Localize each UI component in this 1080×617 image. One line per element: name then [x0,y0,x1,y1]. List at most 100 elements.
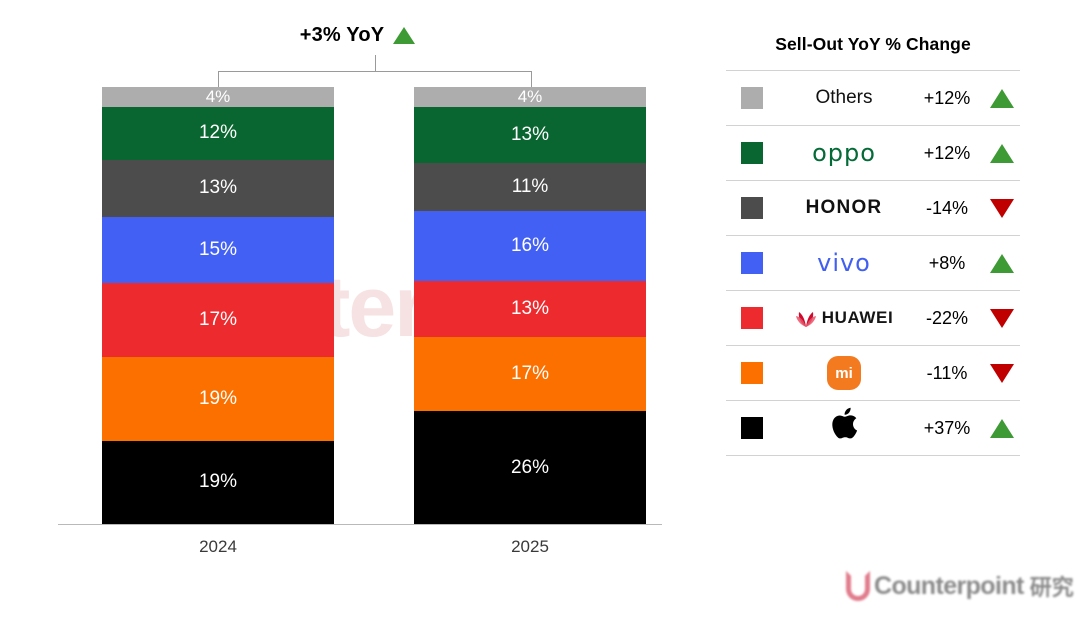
honor-logo: HONOR [805,197,883,218]
bar-segment-oppo: 12% [102,107,334,160]
yoy-bracket-connector [218,55,532,87]
vivo-logo: vivo [817,249,871,277]
legend-brand-vivo: vivo [778,236,910,290]
legend-direction-arrow [984,198,1020,218]
oppo-logo: oppo [812,139,876,167]
legend-rows: Others +12% oppo +12% HONOR -14% vivo +8% HUAWEI… [726,70,1020,456]
x-axis-tick-2024: 2024 [199,537,237,556]
bar-segment-label: 4% [205,87,231,106]
huawei-logo: HUAWEI [795,308,894,328]
huawei-wordmark: HUAWEI [821,308,894,327]
legend-brand-xiaomi: mi [778,346,910,400]
legend-brand-honor: HONOR [778,181,910,235]
counterpoint-cjk-suffix: 研究 [1029,575,1074,600]
bar-segment-label: 16% [510,235,550,256]
legend-row-apple[interactable]: +37% [726,400,1020,456]
xiaomi-logo: mi [827,356,861,390]
bar-segment-label: 13% [510,124,550,146]
bar-segment-label: 19% [198,387,238,409]
bar-segment-label: 13% [198,177,238,199]
legend-row-xiaomi[interactable]: mi -11% [726,345,1020,400]
triangle-up-icon [990,418,1014,438]
bar-segment-label: 13% [510,297,550,319]
legend-change-value: +37% [923,417,971,438]
legend-title: Sell-Out YoY % Change [775,34,971,54]
bar-segment-label: 17% [198,308,238,330]
bar-segment-others: 4% [414,87,646,107]
bar-segment-label: 12% [198,122,238,144]
triangle-up-icon [990,253,1014,273]
legend-panel: Sell-Out YoY % Change Others +12% oppo +12%… [726,34,1020,456]
legend-row-honor[interactable]: HONOR -14% [726,180,1020,235]
legend-brand-oppo: oppo [778,126,910,180]
legend-change-value: +12% [923,87,971,108]
legend-direction-arrow [984,308,1020,328]
counterpoint-wordmark: Counterpoint [874,571,1024,600]
bar-segment-label: 17% [510,363,550,385]
legend-change-value: -11% [926,362,968,383]
bar-segment-apple: 19% [102,440,334,525]
x-axis-tick-2025: 2025 [511,537,549,556]
bar-segment-label: 26% [510,456,550,478]
triangle-down-icon [990,308,1014,328]
apple-logo-icon [829,407,859,449]
legend-direction-arrow [984,143,1020,163]
bar-segment-huawei: 13% [414,280,646,338]
legend-swatch-vivo [741,252,763,274]
counterpoint-logo: Counterpoint 研究 [846,570,1074,602]
legend-row-vivo[interactable]: vivo +8% [726,235,1020,290]
stacked-bar-chart: +3% YoY 4% 12% 13% 15% 17% 19% 19% 4% 13% 11% 16%… [0,24,715,563]
legend-brand-apple [778,401,910,455]
bar-2024: 4% 12% 13% 15% 17% 19% 19% [102,87,334,525]
plot-area: 4% 12% 13% 15% 17% 19% 19% 4% 13% 11% 16% 13% 17% 26… [0,87,715,525]
bar-segment-honor: 13% [102,159,334,217]
bracket-horizontal-bar [218,71,532,72]
bar-segment-huawei: 17% [102,282,334,358]
legend-swatch-apple [741,417,763,439]
bar-segment-vivo: 15% [102,216,334,283]
legend-row-huawei[interactable]: HUAWEI -22% [726,290,1020,345]
bar-segment-label: 4% [517,87,543,106]
legend-row-others[interactable]: Others +12% [726,70,1020,125]
legend-swatch-others [741,87,763,109]
bar-segment-oppo: 13% [414,107,646,164]
bar-segment-vivo: 16% [414,211,646,281]
bracket-stem [375,55,376,71]
legend-swatch-oppo [741,142,763,164]
bar-segment-xiaomi: 19% [102,357,334,441]
legend-swatch-honor [741,197,763,219]
legend-change-value: +12% [923,142,971,163]
triangle-down-icon [990,363,1014,383]
bar-segment-others: 4% [102,87,334,107]
triangle-up-icon [990,143,1014,163]
yoy-annotation-label: +3% YoY [299,24,385,46]
legend-direction-arrow [984,363,1020,383]
huawei-flower-icon [795,312,816,327]
counterpoint-mark-icon [846,571,870,601]
legend-change-value: +8% [928,252,966,273]
triangle-up-icon [990,88,1014,108]
legend-direction-arrow [984,418,1020,438]
legend-row-oppo[interactable]: oppo +12% [726,125,1020,180]
legend-change-value: -14% [925,197,969,218]
legend-brand-label: Others [815,87,873,108]
bar-segment-label: 19% [198,471,238,493]
bar-segment-apple: 26% [414,411,646,524]
legend-brand-others: Others [778,71,910,125]
x-axis-labels: 2024 2025 [0,537,715,563]
x-axis-line [58,524,662,525]
legend-direction-arrow [984,253,1020,273]
triangle-down-icon [990,198,1014,218]
bar-segment-xiaomi: 17% [414,337,646,412]
yoy-annotation: +3% YoY [0,24,715,47]
bar-2025: 4% 13% 11% 16% 13% 17% 26% [414,87,646,524]
bracket-leg-right [531,71,532,87]
triangle-up-icon [393,27,416,44]
bracket-leg-left [218,71,219,87]
bar-segment-honor: 11% [414,163,646,212]
legend-brand-huawei: HUAWEI [778,291,910,345]
legend-direction-arrow [984,88,1020,108]
legend-swatch-xiaomi [741,362,763,384]
legend-change-value: -22% [925,307,969,328]
legend-swatch-huawei [741,307,763,329]
